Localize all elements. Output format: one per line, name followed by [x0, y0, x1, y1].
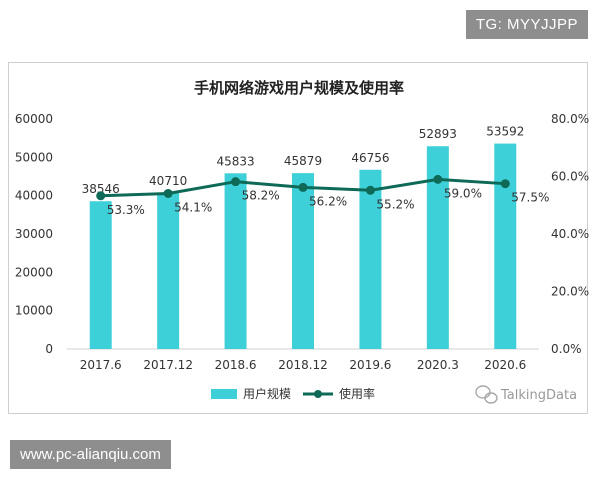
bar-value-label: 52893 [419, 127, 457, 141]
legend-bar-swatch [211, 389, 237, 399]
y-tick-label: 0 [45, 342, 53, 356]
y2-tick-label: 60.0% [551, 170, 589, 184]
y-tick-label: 60000 [15, 112, 53, 126]
line-value-label: 58.2% [242, 189, 280, 203]
y2-tick-label: 80.0% [551, 112, 589, 126]
legend-bar-label: 用户规模 [243, 386, 291, 401]
bar [89, 201, 112, 349]
legend: 用户规模 使用率 [211, 386, 375, 401]
line-value-label: 59.0% [444, 186, 482, 200]
bar [494, 143, 517, 349]
line-value-labels: 53.3% 54.1% 58.2% 56.2% 55.2% 59.0% 57.5% [107, 186, 550, 216]
line-series [96, 174, 510, 201]
line-point [433, 174, 443, 184]
line-value-label: 56.2% [309, 194, 347, 208]
bar-value-label: 40710 [149, 174, 187, 188]
bar-value-label: 45879 [284, 154, 322, 168]
y-tick-label: 50000 [15, 150, 53, 164]
x-tick-label: 2019.6 [349, 358, 391, 372]
x-tick-label: 2018.6 [215, 358, 257, 372]
line-value-label: 53.3% [107, 203, 145, 217]
chart: 手机网络游戏用户规模及使用率 0 10000 20000 30000 40000 5000… [15, 79, 589, 404]
bar-value-label: 46756 [351, 151, 389, 165]
line-value-label: 55.2% [376, 197, 414, 211]
line-point [231, 177, 241, 187]
right-axis: 0.0% 20.0% 40.0% 60.0% 80.0% [551, 112, 589, 356]
line-point [298, 182, 308, 192]
left-axis: 0 10000 20000 30000 40000 50000 60000 [15, 112, 53, 356]
wechat-icon [475, 385, 498, 404]
legend-line-label: 使用率 [339, 386, 375, 401]
y2-tick-label: 20.0% [551, 285, 589, 299]
y-tick-label: 40000 [15, 189, 53, 203]
line-point [96, 191, 106, 201]
legend-line-marker [314, 390, 322, 398]
y2-tick-label: 40.0% [551, 227, 589, 241]
site-badge: www.pc-alianqiu.com [10, 440, 171, 469]
y-tick-label: 30000 [15, 227, 53, 241]
chart-frame: 手机网络游戏用户规模及使用率 0 10000 20000 30000 40000 5000… [8, 62, 589, 414]
x-tick-label: 2017.12 [143, 358, 193, 372]
line-point [500, 179, 510, 189]
watermark-text: TalkingData [500, 388, 577, 403]
bar-value-label: 53592 [486, 125, 524, 139]
y-tick-label: 10000 [15, 304, 53, 318]
bar [426, 146, 449, 349]
line-value-label: 57.5% [511, 191, 549, 205]
watermark: TalkingData [475, 385, 577, 404]
line-point [365, 185, 375, 195]
x-tick-label: 2017.6 [80, 358, 122, 372]
line-value-label: 54.1% [174, 200, 212, 214]
bar-value-labels: 38546 40710 45833 45879 46756 52893 53592 [82, 125, 525, 197]
bar [359, 169, 382, 349]
bar-value-label: 38546 [82, 182, 120, 196]
chart-title: 手机网络游戏用户规模及使用率 [194, 79, 404, 97]
bar [224, 173, 247, 349]
line-point [163, 188, 173, 198]
x-axis-labels: 2017.6 2017.12 2018.6 2018.12 2019.6 2020.3 20… [80, 358, 527, 372]
bar [157, 192, 180, 349]
y-tick-label: 20000 [15, 265, 53, 279]
x-tick-label: 2018.12 [278, 358, 328, 372]
tg-badge: TG: MYYJJPP [465, 10, 588, 39]
x-tick-label: 2020.3 [417, 358, 459, 372]
y2-tick-label: 0.0% [551, 342, 582, 356]
x-tick-label: 2020.6 [484, 358, 526, 372]
bar-value-label: 45833 [216, 154, 254, 168]
bar-series [89, 143, 517, 349]
bar [292, 173, 314, 349]
